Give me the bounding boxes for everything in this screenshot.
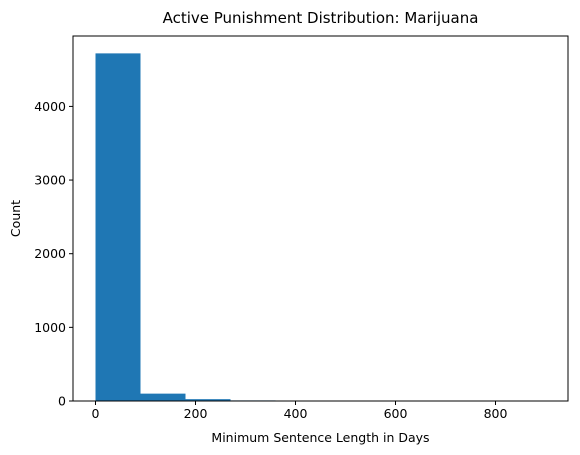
plot-frame xyxy=(72,35,569,402)
y-tick-label: 2000 xyxy=(34,246,66,261)
x-tick-label: 0 xyxy=(92,406,100,421)
y-tick-label: 4000 xyxy=(34,99,66,114)
chart-title: Active Punishment Distribution: Marijuan… xyxy=(163,9,479,27)
x-tick-label: 400 xyxy=(284,406,308,421)
y-tick-label: 1000 xyxy=(34,320,66,335)
x-axis-label: Minimum Sentence Length in Days xyxy=(211,430,429,445)
x-tick-label: 800 xyxy=(484,406,508,421)
histogram-bar-2 xyxy=(185,399,231,401)
x-tick-label: 200 xyxy=(184,406,208,421)
histogram-bar-1 xyxy=(140,393,186,401)
y-axis-ticks: 0 1000 2000 3000 4000 xyxy=(34,99,73,409)
y-tick-label: 0 xyxy=(58,394,66,409)
x-axis-ticks: 0 200 400 600 800 xyxy=(92,401,508,421)
y-tick-label: 3000 xyxy=(34,173,66,188)
histogram-bar-0 xyxy=(95,53,141,401)
y-axis-label: Count xyxy=(8,200,23,237)
x-tick-label: 600 xyxy=(384,406,408,421)
bars-group xyxy=(95,53,546,401)
